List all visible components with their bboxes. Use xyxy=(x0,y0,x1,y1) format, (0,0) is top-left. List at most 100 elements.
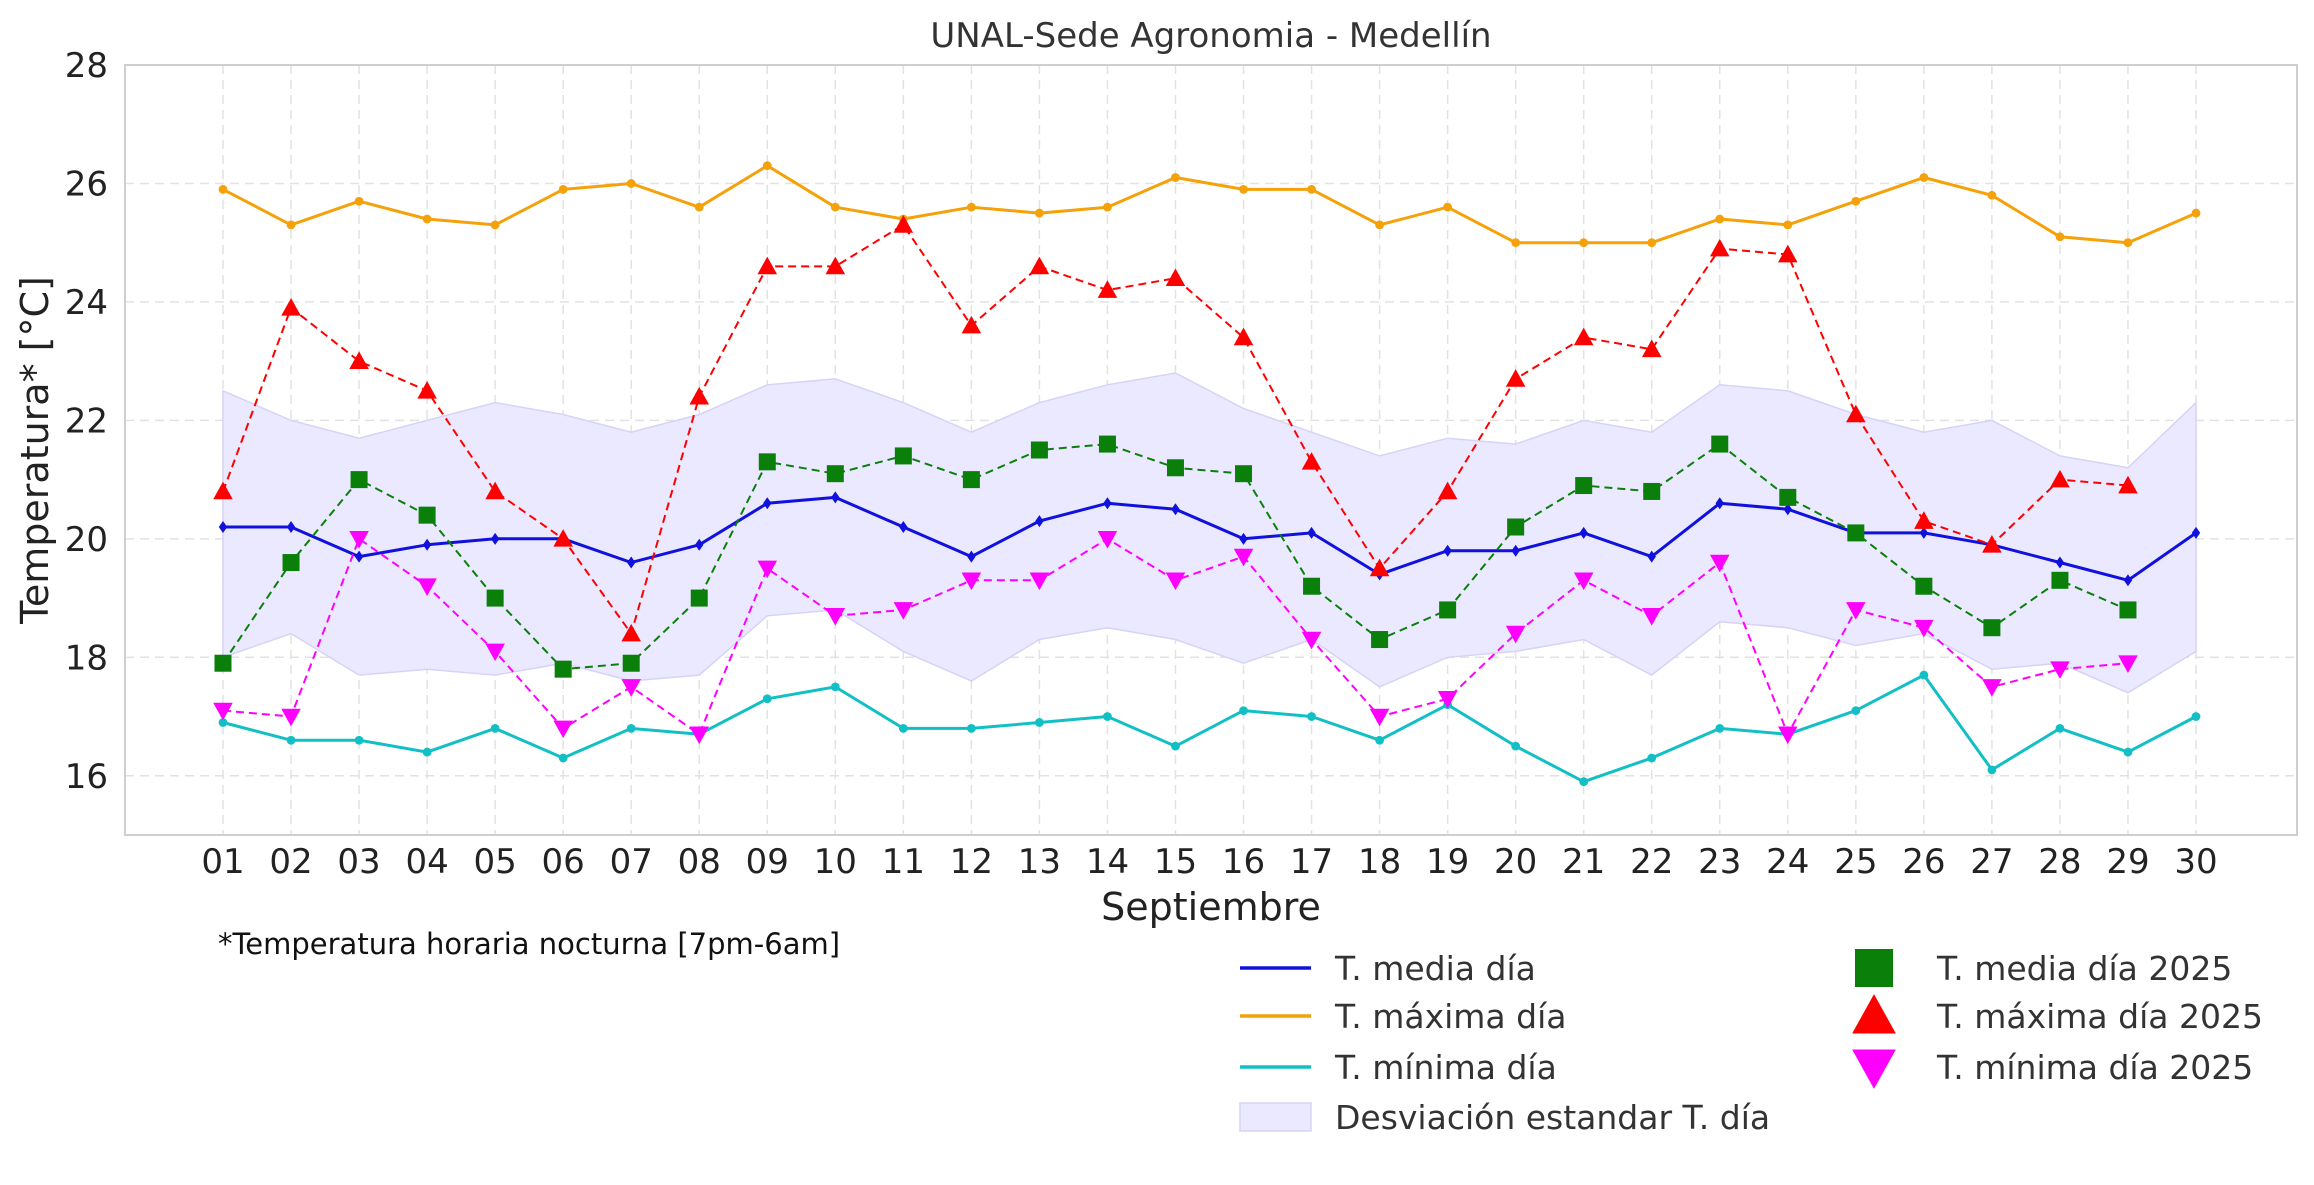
data-point xyxy=(354,196,364,206)
data-point xyxy=(2118,475,2138,494)
data-point xyxy=(1171,503,1180,516)
x-tick-label: 10 xyxy=(814,842,857,882)
data-point xyxy=(1505,625,1526,644)
data-point xyxy=(1505,369,1526,387)
data-point xyxy=(2123,238,2133,248)
data-point xyxy=(1847,524,1865,542)
data-point xyxy=(1233,548,1254,567)
x-tick-label: 15 xyxy=(1154,842,1197,882)
data-point xyxy=(2123,747,2133,757)
data-point xyxy=(490,532,500,545)
data-point xyxy=(1035,515,1044,528)
x-tick-label: 08 xyxy=(678,842,721,882)
y-tick-label: 24 xyxy=(65,283,108,323)
data-point xyxy=(422,747,432,757)
data-point xyxy=(1983,619,2001,637)
x-tick-label: 20 xyxy=(1494,842,1537,882)
data-point xyxy=(1371,631,1389,649)
data-point xyxy=(218,184,228,194)
y-tick-label: 18 xyxy=(65,638,108,678)
data-point xyxy=(2055,723,2065,733)
data-point xyxy=(349,531,369,549)
data-point xyxy=(2123,574,2133,587)
data-point xyxy=(1233,327,1254,346)
data-point xyxy=(966,202,976,212)
x-tick-label: 05 xyxy=(474,842,517,882)
data-point xyxy=(1987,765,1997,775)
data-point xyxy=(1507,518,1525,536)
series-group xyxy=(213,161,2201,787)
data-point xyxy=(490,723,500,733)
x-tick-label: 16 xyxy=(1222,842,1265,882)
data-point xyxy=(1987,190,1997,200)
data-point xyxy=(2050,469,2070,488)
x-tick-label: 29 xyxy=(2106,842,2149,882)
data-point xyxy=(893,602,914,620)
data-point xyxy=(1914,619,1934,638)
data-point xyxy=(1171,741,1180,751)
data-point xyxy=(894,447,912,465)
x-tick-label: 12 xyxy=(950,842,993,882)
data-point xyxy=(2191,712,2201,721)
data-point xyxy=(1982,534,2002,553)
data-point xyxy=(1511,544,1520,557)
legend-label: T. máxima día xyxy=(1334,997,1566,1036)
data-point xyxy=(1098,435,1116,453)
x-tick-label: 28 xyxy=(2038,842,2081,882)
data-point xyxy=(1846,602,1866,620)
x-tick-label: 09 xyxy=(746,842,789,882)
x-tick-label: 24 xyxy=(1766,842,1809,882)
data-point xyxy=(553,529,573,547)
data-point xyxy=(1647,238,1657,248)
series-line xyxy=(222,223,2129,635)
data-point xyxy=(1103,202,1112,212)
series-line xyxy=(223,495,2197,582)
data-point xyxy=(1437,481,1458,500)
data-point xyxy=(1239,184,1248,194)
data-point xyxy=(758,453,776,471)
data-point xyxy=(825,608,846,626)
data-point xyxy=(2055,232,2065,242)
data-point xyxy=(1851,196,1861,206)
data-point xyxy=(1165,268,1186,287)
data-point xyxy=(1919,670,1929,680)
plot-frame xyxy=(124,64,2298,836)
data-point xyxy=(689,726,710,745)
data-point xyxy=(1103,497,1112,510)
x-tick-label: 06 xyxy=(542,842,585,882)
data-point xyxy=(1511,741,1521,751)
data-point xyxy=(286,521,296,533)
data-point xyxy=(1778,726,1798,745)
data-point xyxy=(1307,712,1316,721)
x-axis-title: Septiembre xyxy=(1101,885,1321,929)
data-point xyxy=(282,554,300,572)
series-t-m-xima-d-a xyxy=(218,161,2201,248)
data-point xyxy=(2051,571,2069,589)
x-tick-label: 13 xyxy=(1018,842,1061,882)
data-point xyxy=(893,215,914,233)
data-point xyxy=(1171,173,1180,182)
data-point xyxy=(831,491,840,504)
data-point xyxy=(1647,550,1656,563)
data-point xyxy=(1709,554,1730,573)
data-point xyxy=(2191,526,2201,539)
series-line xyxy=(222,673,2197,784)
data-point xyxy=(1643,482,1661,500)
data-point xyxy=(1443,202,1453,212)
series-line xyxy=(222,164,2197,245)
data-point xyxy=(1711,435,1729,453)
data-point xyxy=(281,708,301,727)
data-point xyxy=(553,720,573,739)
chart-title: UNAL-Sede Agronomia - Medellín xyxy=(930,16,1491,56)
x-tick-label: 07 xyxy=(610,842,653,882)
data-point xyxy=(757,560,778,579)
data-point xyxy=(1437,690,1458,709)
series-t-media-d-a-2025 xyxy=(214,435,2137,678)
x-tick-label: 30 xyxy=(2174,842,2217,882)
data-point xyxy=(354,550,364,563)
data-point xyxy=(763,497,772,510)
data-point xyxy=(485,643,505,662)
legend-band-swatch xyxy=(1239,1102,1312,1132)
data-point xyxy=(757,256,778,275)
